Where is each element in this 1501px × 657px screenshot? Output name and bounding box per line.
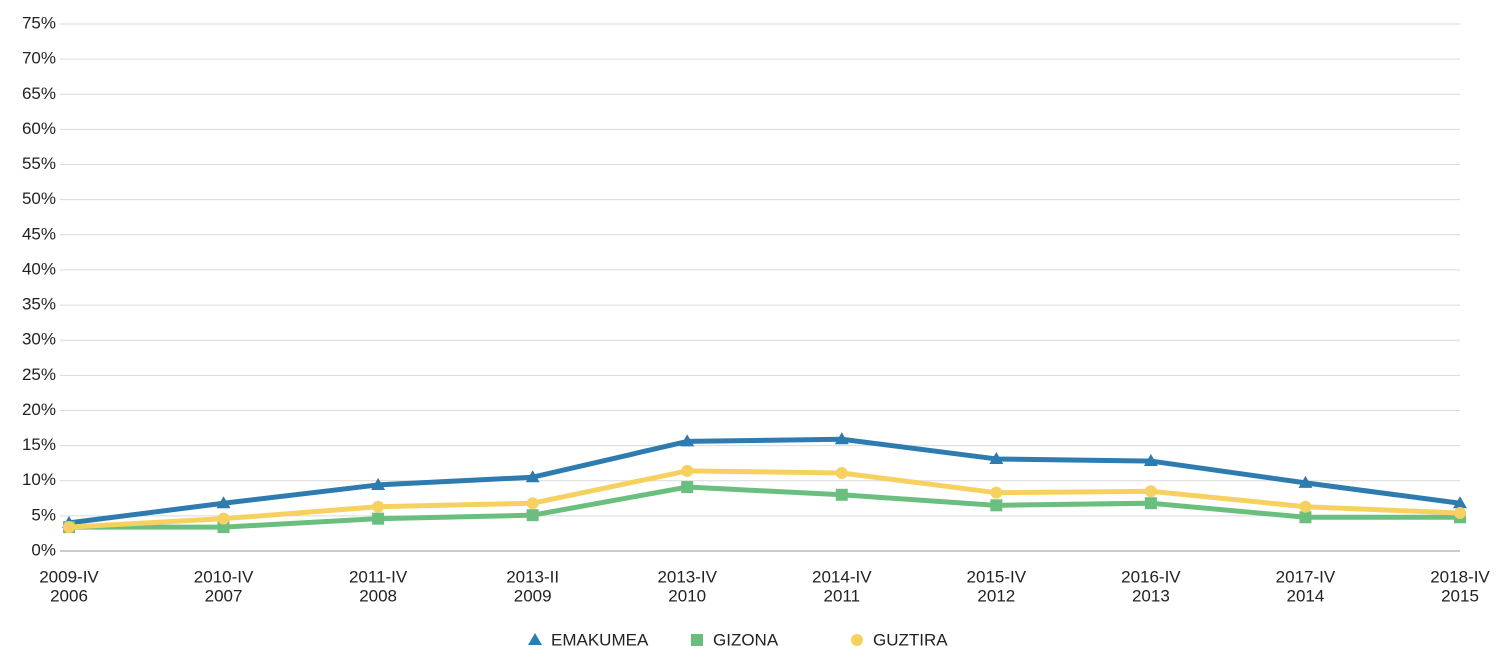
x-tick-label: 2012: [977, 586, 1015, 605]
x-tick-label: 2014: [1287, 586, 1325, 605]
x-tick-label: 2014-IV: [812, 567, 872, 586]
y-tick-label: 45%: [22, 224, 56, 243]
x-tick-label: 2015-IV: [967, 567, 1027, 586]
y-tick-label: 50%: [22, 189, 56, 208]
marker: [990, 486, 1003, 499]
marker: [372, 512, 385, 525]
x-tick-label: 2007: [205, 586, 243, 605]
marker: [681, 464, 694, 477]
y-tick-label: 30%: [22, 330, 56, 349]
marker: [1143, 454, 1158, 467]
line: [68, 468, 1461, 530]
x-tick-label: 2010-IV: [194, 567, 254, 586]
legend-marker: [528, 633, 542, 645]
marker: [216, 496, 231, 509]
y-tick-label: 15%: [22, 435, 56, 454]
x-tick-label: 2015: [1441, 586, 1479, 605]
x-tick-label: 2009-IV: [39, 567, 99, 586]
y-tick-label: 55%: [22, 154, 56, 173]
marker: [526, 509, 539, 522]
y-tick-label: 65%: [22, 84, 56, 103]
x-tick-label: 2017-IV: [1276, 567, 1336, 586]
x-tick-label: 2013-II: [506, 567, 559, 586]
y-tick-label: 20%: [22, 400, 56, 419]
marker: [526, 497, 539, 510]
marker: [217, 521, 230, 534]
x-tick-label: 2006: [50, 586, 88, 605]
marker: [989, 451, 1004, 464]
marker: [63, 521, 75, 534]
marker: [680, 434, 695, 447]
legend-marker: [691, 634, 703, 646]
y-tick-label: 70%: [22, 49, 56, 68]
x-tick-label: 2013-IV: [657, 567, 717, 586]
x-tick-label: 2008: [359, 586, 397, 605]
marker: [834, 432, 849, 445]
y-tick-label: 40%: [22, 259, 56, 278]
marker: [990, 499, 1003, 512]
marker: [1454, 507, 1466, 520]
y-tick-label: 75%: [22, 13, 56, 32]
marker: [1144, 485, 1157, 498]
marker: [1144, 497, 1157, 510]
legend-label: EMAKUMEA: [551, 630, 649, 649]
x-tick-label: 2011-IV: [349, 567, 408, 586]
y-tick-label: 10%: [22, 470, 56, 489]
y-tick-label: 25%: [22, 365, 56, 384]
marker: [835, 488, 848, 501]
marker: [835, 467, 848, 480]
marker: [525, 470, 540, 483]
line: [69, 484, 1460, 530]
marker: [681, 481, 694, 494]
y-tick-label: 35%: [22, 295, 56, 314]
x-tick-label: 2010: [668, 586, 706, 605]
legend-label: GUZTIRA: [873, 630, 948, 649]
legend-marker: [851, 634, 863, 646]
x-tick-label: 2009: [514, 586, 552, 605]
marker: [1299, 511, 1312, 524]
marker: [1298, 475, 1313, 488]
marker: [217, 512, 230, 525]
y-tick-label: 5%: [31, 505, 56, 524]
marker: [1453, 496, 1467, 509]
marker: [1299, 500, 1312, 513]
y-tick-label: 60%: [22, 119, 56, 138]
x-tick-label: 2016-IV: [1121, 567, 1181, 586]
marker: [372, 500, 385, 513]
legend-label: GIZONA: [713, 630, 779, 649]
x-tick-label: 2011: [823, 586, 860, 605]
marker: [371, 477, 386, 490]
y-tick-label: 0%: [31, 540, 56, 559]
line: [68, 436, 1461, 526]
x-tick-label: 2018-IV: [1430, 567, 1490, 586]
x-tick-label: 2013: [1132, 586, 1170, 605]
